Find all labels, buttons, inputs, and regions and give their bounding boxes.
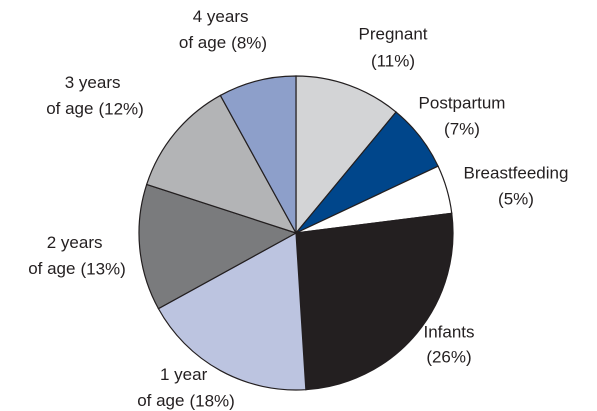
value-label: (26%) [426, 347, 471, 366]
value-label: (18%) [189, 391, 234, 410]
value-label: (11%) [371, 51, 415, 70]
slice-label: 1 year of age [137, 365, 212, 410]
value-label: (8%) [231, 33, 267, 52]
slice-label: 4 years of age [179, 7, 253, 52]
value-label: (12%) [98, 99, 143, 118]
slice-label: Infants [423, 322, 474, 341]
pie-slice [295, 212, 454, 391]
slice-label: 2 years of age [28, 233, 107, 278]
value-label: (5%) [498, 189, 534, 208]
slice-label: Pregnant [359, 24, 428, 43]
pie-slice [295, 75, 397, 235]
slice-label: 3 years of age [46, 73, 125, 118]
value-label: (7%) [444, 119, 480, 138]
value-label: (13%) [80, 259, 125, 278]
pie-slice [145, 94, 298, 235]
pie-slice [157, 232, 307, 391]
pie-slice [138, 183, 298, 310]
slice-label: Postpartum [419, 93, 506, 112]
slice-label: Breastfeeding [464, 163, 569, 182]
pie-slice [219, 75, 297, 234]
